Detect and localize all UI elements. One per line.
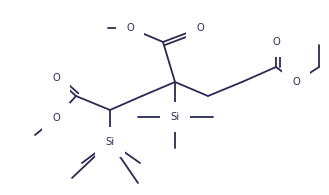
- Text: O: O: [196, 23, 204, 33]
- Text: O: O: [52, 113, 60, 123]
- Text: O: O: [126, 23, 134, 33]
- Text: O: O: [292, 77, 300, 87]
- Text: Si: Si: [170, 112, 180, 122]
- Text: O: O: [272, 37, 280, 47]
- Text: O: O: [52, 73, 60, 83]
- Text: Si: Si: [105, 137, 114, 147]
